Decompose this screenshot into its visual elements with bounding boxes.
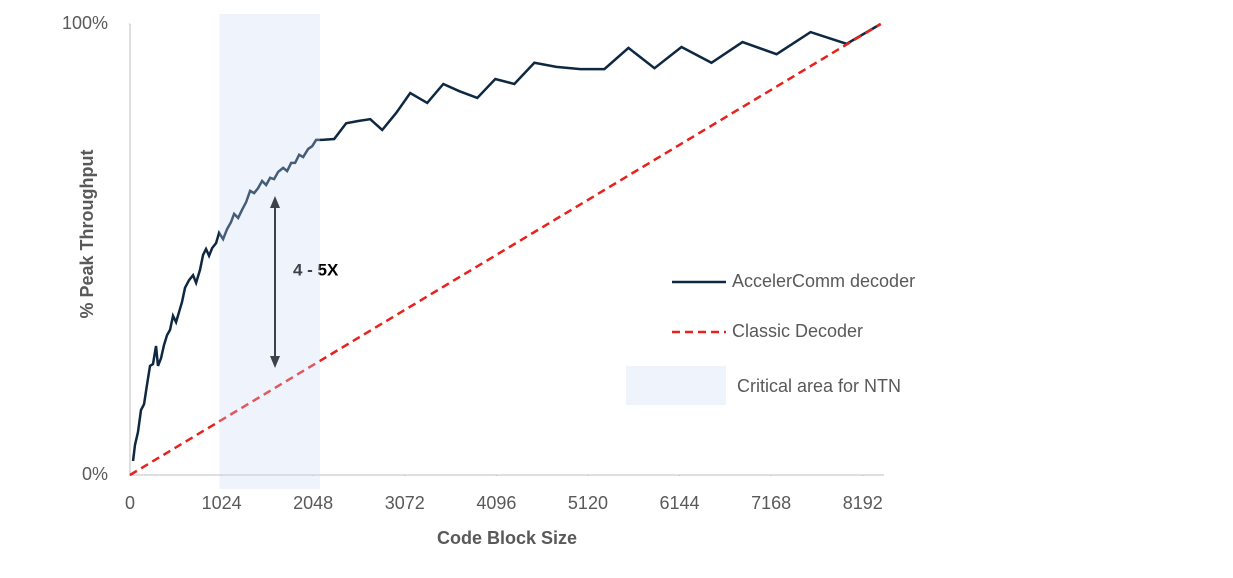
- x-tick-label: 4096: [476, 493, 516, 513]
- arrow-head: [270, 356, 280, 368]
- legend-label: Critical area for NTN: [737, 376, 901, 396]
- legend-label: AccelerComm decoder: [732, 271, 915, 291]
- y-tick-label: 100%: [62, 13, 108, 33]
- legend-swatch: [626, 366, 726, 405]
- x-tick-label: 7168: [751, 493, 791, 513]
- x-tick-label: 6144: [660, 493, 700, 513]
- x-tick-label: 1024: [202, 493, 242, 513]
- series-line: [131, 22, 882, 462]
- x-tick-label: 2048: [293, 493, 333, 513]
- legend-label: Classic Decoder: [732, 321, 863, 341]
- x-axis-title: Code Block Size: [437, 528, 577, 548]
- annotation: 4 - 5X: [293, 260, 339, 279]
- y-tick-label: 0%: [82, 464, 108, 484]
- arrow-head: [270, 196, 280, 208]
- y-axis-title: % Peak Throughput: [77, 149, 97, 318]
- x-tick-label: 8192: [843, 493, 883, 513]
- series-line: [129, 22, 882, 477]
- highlight-area: [219, 14, 321, 489]
- x-tick-label: 0: [125, 493, 135, 513]
- x-tick-label: 3072: [385, 493, 425, 513]
- x-tick-label: 5120: [568, 493, 608, 513]
